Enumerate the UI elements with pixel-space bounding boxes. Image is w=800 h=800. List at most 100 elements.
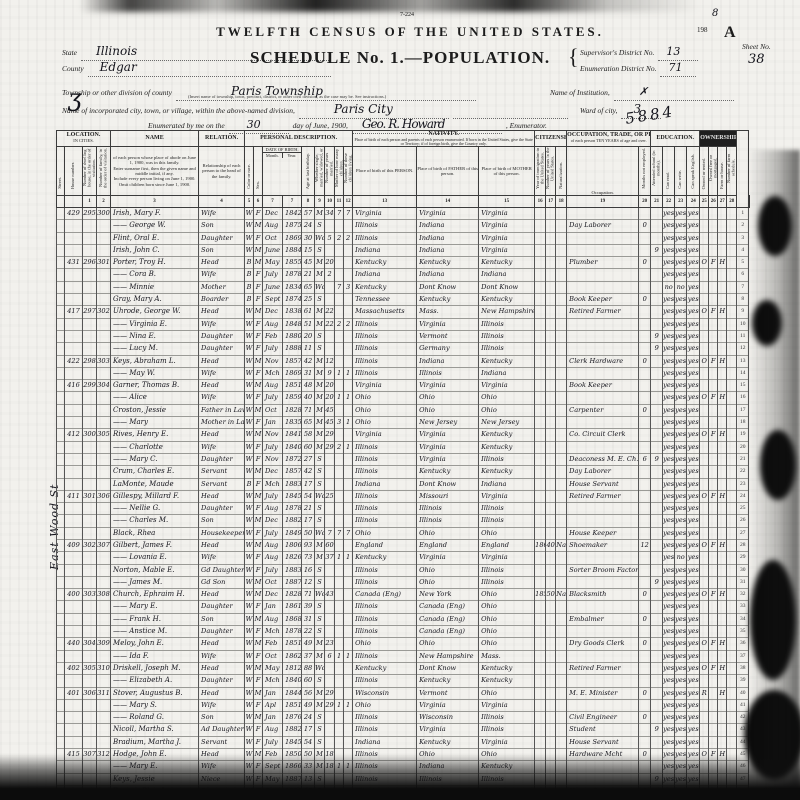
cell-home-free-mortgaged (708, 293, 719, 306)
cell-home-free-mortgaged (708, 231, 719, 245)
cell-home-free-mortgaged (708, 612, 719, 626)
cell-birth-month: Aug (262, 502, 284, 515)
cell-relation: Wife (198, 649, 246, 663)
cell-can-read: yes (662, 575, 676, 589)
cell-years-married: 45 (324, 416, 336, 429)
cell-family-number (95, 600, 112, 614)
column-number: 23 (674, 194, 688, 208)
cell-years-in-us (545, 649, 557, 663)
cell-can-read: yes (662, 268, 676, 282)
cell-color: W (244, 563, 255, 577)
state-value: Illinois (96, 44, 138, 58)
cell-color: B (244, 256, 255, 269)
form-number: 7-224 (400, 12, 414, 18)
cell-occupation (566, 551, 640, 565)
cell-farm-or-house: H (717, 256, 728, 269)
cell-years-married (324, 514, 336, 528)
column-number: 13 (352, 194, 418, 208)
cell-name: —— Alice (110, 391, 200, 405)
table-row: Gray, Mary A. Boarder B F Sept 1874 25 S Tenness… (56, 293, 750, 306)
cell-street (56, 206, 65, 220)
cell-marital-status: M (314, 379, 326, 392)
cell-age: 60 (301, 440, 316, 454)
cell-farm-or-house (717, 366, 728, 380)
cell-speaks-english: yes (686, 661, 701, 675)
cell-home-free-mortgaged: F (708, 637, 719, 651)
cell-birth-month: Oct (262, 575, 284, 589)
cell-years-in-us (545, 342, 557, 356)
col-speaks-english: Can speak English. (686, 145, 701, 196)
cell-father-birthplace: Virginia (416, 551, 480, 565)
cell-can-read: yes (662, 502, 676, 515)
column-number: 22 (662, 194, 676, 208)
cell-mother-of (334, 342, 345, 356)
cell-sex: F (253, 625, 264, 638)
col-house-number: House number. (64, 145, 83, 196)
cell-name: —— Lovania E. (110, 551, 200, 565)
cell-can-read: yes (662, 440, 676, 454)
cell-home-free-mortgaged (708, 649, 719, 663)
cell-years-in-us (545, 686, 557, 700)
cell-house-number (64, 600, 83, 614)
cell-years-married: 60 (324, 538, 336, 552)
cell-years-married (324, 293, 336, 306)
cell-occupation: Deaconess M. E. Ch. (566, 452, 640, 466)
cell-months-not-employed: 0 (638, 588, 652, 601)
cell-months-not-employed (638, 625, 652, 638)
cell-months-not-employed (638, 661, 652, 675)
cell-speaks-english: yes (686, 416, 701, 429)
cell-house-number (64, 268, 83, 282)
cell-home-owned-rented (699, 452, 710, 466)
col-age: Age at last birthday. (301, 145, 316, 196)
cell-can-write: yes (674, 649, 688, 663)
cell-family-number (95, 293, 112, 306)
table-row: Nicoll, Martha S. Ad Daughter W F Aug 1882 17 S… (56, 723, 750, 737)
township-label: Township or other division of county (62, 88, 172, 97)
cell-color: W (244, 206, 255, 220)
cell-children-living (343, 575, 354, 589)
cell-age: 73 (301, 551, 316, 565)
cell-sex: F (253, 563, 264, 577)
cell-months-not-employed (638, 526, 652, 540)
cell-house-number (64, 563, 83, 577)
cell-mother-birthplace: Virginia (478, 219, 536, 233)
cell-relation: Wife (198, 391, 246, 405)
cell-can-write: yes (674, 477, 688, 491)
cell-name: —— George W. (110, 219, 200, 233)
table-row: 429 295 300 Irish, Mary F. Wife W F Dec 1842 57 M 3… (56, 206, 750, 220)
column-number: 27 (717, 194, 728, 208)
enumerated-label-2: day of June, 1900, (292, 121, 348, 130)
cell-years-in-us (545, 625, 557, 638)
cell-sex: F (253, 649, 264, 663)
cell-naturalization (555, 268, 568, 282)
cell-birth-year: 1851 (282, 698, 303, 712)
cell-months-not-employed (638, 477, 652, 491)
cell-children-living (343, 538, 354, 552)
cell-children-living (343, 465, 354, 478)
cell-naturalization (555, 379, 568, 392)
cell-birth-year: 1851 (282, 379, 303, 392)
cell-farm-or-house (717, 514, 728, 528)
cell-name: Garner, Thomas B. (110, 379, 200, 392)
cell-line-number: 29 (736, 551, 750, 565)
cell-father-birthplace: Kentucky (416, 735, 480, 749)
cell-years-married: 34 (324, 206, 336, 220)
cell-years-in-us (545, 674, 557, 688)
cell-street (56, 231, 65, 245)
cell-mother-birthplace: Kentucky (478, 293, 536, 306)
cell-immigration-year (534, 305, 547, 319)
cell-father-birthplace: Vermont (416, 329, 480, 343)
cell-mother-of (334, 563, 345, 577)
cell-years-in-us (545, 231, 557, 245)
cell-relation: Daughter (198, 502, 246, 515)
col-children-living: Number of these children living. (343, 145, 354, 196)
group-occupation: OCCUPATION, TRADE, OR PROFESSIONof each … (566, 130, 652, 147)
cell-family-number (95, 612, 112, 626)
cell-immigration-year (534, 711, 547, 724)
cell-months-not-employed (638, 280, 652, 294)
cell-farm-or-house (717, 612, 728, 626)
cell-birthplace: Kentucky (352, 280, 418, 294)
cell-can-read: yes (662, 649, 676, 663)
cell-farm-or-house (717, 551, 728, 565)
column-number: 25 (699, 194, 710, 208)
